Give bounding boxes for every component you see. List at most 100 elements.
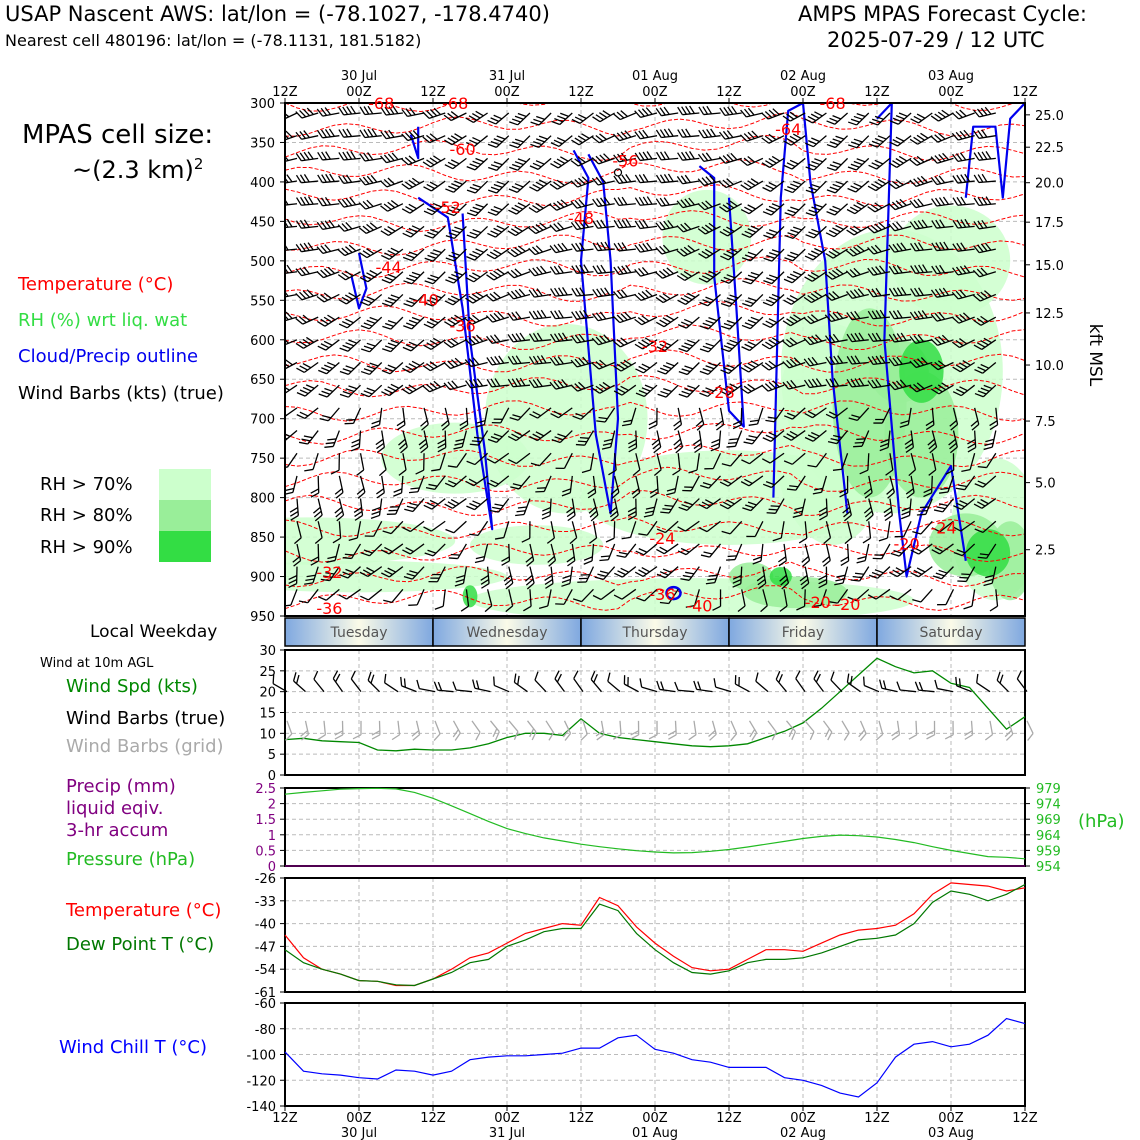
- barb-feather: [815, 673, 821, 683]
- barb-feather: [570, 359, 578, 368]
- barb-staff: [576, 293, 594, 297]
- wind-grid-barb: [964, 720, 974, 740]
- barb-staff: [751, 430, 764, 445]
- barb-staff: [834, 180, 849, 194]
- wind-barb: [491, 407, 510, 424]
- barb-staff: [915, 293, 933, 297]
- barb-feather: [295, 111, 303, 119]
- barb-staff: [296, 543, 302, 561]
- barb-staff: [312, 453, 319, 470]
- barb-feather: [744, 300, 754, 305]
- barb-feather: [743, 157, 752, 165]
- barb-staff: [939, 543, 954, 555]
- wind-barb: [977, 543, 997, 559]
- barb-feather: [756, 574, 765, 582]
- barb-staff: [584, 430, 595, 446]
- barb-staff: [429, 135, 446, 144]
- wind-barb: [931, 219, 954, 229]
- barb-feather: [508, 458, 517, 465]
- barb-feather: [593, 674, 598, 683]
- barb-feather: [769, 252, 778, 257]
- barb-feather: [748, 435, 758, 439]
- wind-barb: [784, 248, 806, 262]
- wind-barb: [803, 291, 827, 304]
- wind-barb: [285, 196, 298, 207]
- barb-staff: [526, 720, 537, 733]
- barb-staff: [804, 566, 810, 584]
- wind-grid-barb: [891, 720, 901, 741]
- wind-barb: [740, 203, 764, 215]
- barb-staff: [491, 339, 509, 344]
- wind-barb: [509, 135, 531, 149]
- barb-feather: [867, 206, 876, 213]
- wind-barb: [888, 356, 912, 367]
- barb-feather: [535, 431, 545, 437]
- barb-feather: [599, 112, 608, 119]
- barb-feather: [591, 362, 600, 370]
- wind-barb: [783, 430, 806, 441]
- wind-barb: [528, 332, 552, 342]
- precip-panel-ytick-label: 1: [268, 829, 276, 844]
- barb-feather: [772, 380, 780, 388]
- wind-barb: [783, 133, 806, 146]
- barb-feather: [275, 155, 281, 164]
- wind-barb: [951, 312, 975, 324]
- wind-barb: [698, 498, 721, 510]
- bottom-time-label: 00Z: [642, 1111, 668, 1126]
- wind-barb: [285, 407, 298, 419]
- barb-staff: [640, 180, 658, 184]
- barb-feather: [667, 730, 677, 736]
- barb-staff: [894, 203, 912, 211]
- barb-feather: [742, 507, 752, 512]
- barb-staff: [395, 498, 404, 515]
- barb-feather: [914, 264, 920, 274]
- wind-barb: [973, 498, 997, 509]
- barb-feather: [316, 296, 325, 303]
- barb-feather: [950, 423, 958, 431]
- wind-barb: [705, 566, 722, 585]
- barb-feather: [984, 578, 994, 583]
- barb-feather: [387, 177, 395, 185]
- barb-feather: [712, 605, 721, 611]
- barb-feather: [430, 577, 440, 579]
- barb-feather: [583, 309, 590, 319]
- wind-barb: [613, 384, 637, 396]
- barb-feather: [877, 178, 887, 185]
- barb-feather: [931, 265, 938, 274]
- barb-staff: [705, 248, 721, 259]
- barb-staff: [976, 682, 991, 693]
- barb-feather: [959, 500, 968, 505]
- barb-staff: [419, 687, 436, 693]
- barb-feather: [402, 232, 412, 238]
- barb-feather: [426, 207, 436, 213]
- barb-staff: [841, 720, 850, 734]
- barb-feather: [554, 436, 564, 441]
- barb-feather: [889, 571, 898, 578]
- barb-staff: [690, 475, 700, 492]
- barb-staff: [804, 543, 811, 561]
- barb-feather: [381, 279, 391, 284]
- barb-feather: [638, 569, 647, 575]
- barb-staff: [343, 135, 361, 138]
- barb-feather: [744, 230, 754, 236]
- barb-feather: [320, 294, 329, 301]
- wind-barb: [973, 196, 996, 207]
- barb-feather: [549, 266, 556, 275]
- wind-barb: [899, 407, 912, 428]
- barb-feather: [302, 108, 311, 117]
- barb-staff: [410, 339, 425, 352]
- barb-feather: [850, 118, 860, 123]
- wind-barb: [337, 197, 361, 208]
- barb-feather: [480, 575, 489, 581]
- barb-staff: [703, 180, 721, 187]
- barb-staff: [432, 543, 446, 557]
- barb-feather: [444, 482, 454, 488]
- barb-feather: [824, 273, 833, 280]
- wind-grid-barb: [630, 720, 640, 740]
- barb-staff: [285, 157, 298, 164]
- barb-feather: [601, 446, 611, 450]
- barb-feather: [408, 179, 417, 186]
- barb-staff: [431, 180, 446, 192]
- barb-feather: [899, 198, 907, 206]
- barb-feather: [681, 128, 687, 138]
